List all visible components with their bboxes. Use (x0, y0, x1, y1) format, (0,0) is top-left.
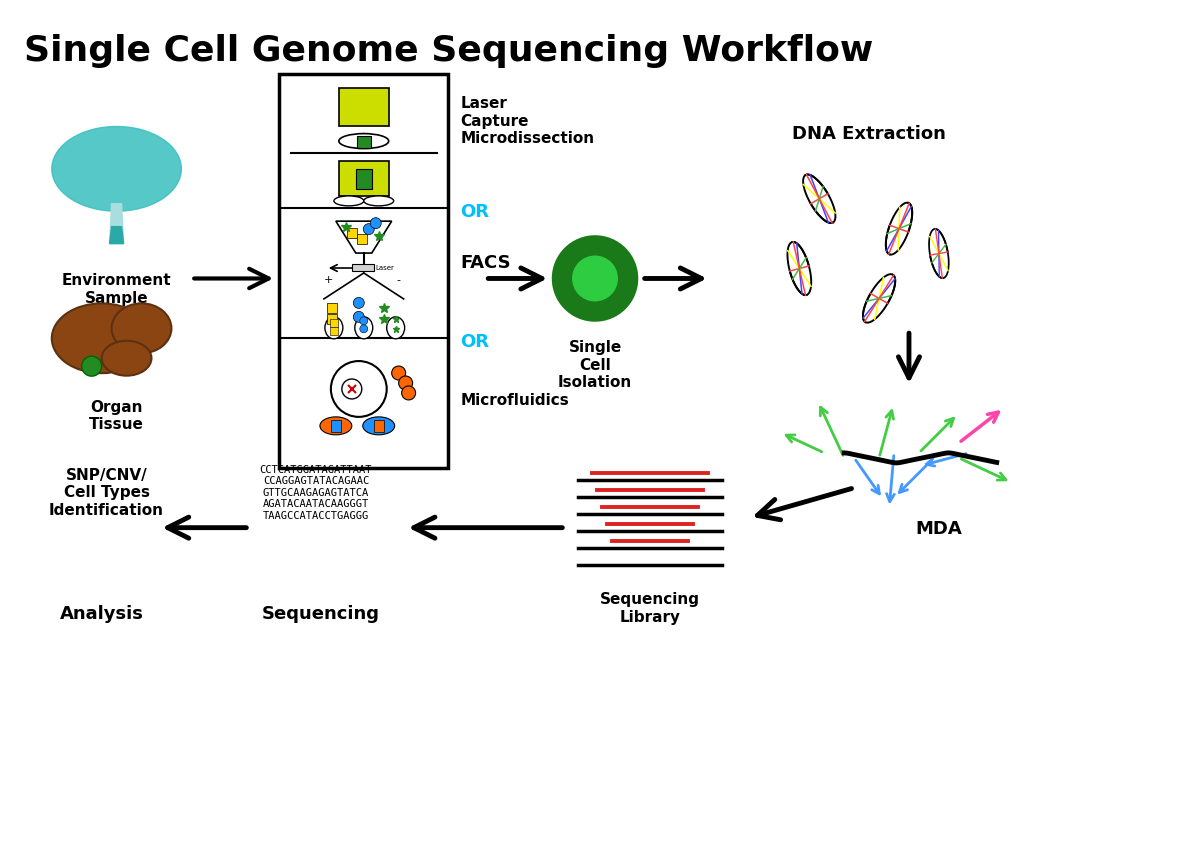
Polygon shape (109, 226, 124, 243)
Ellipse shape (52, 304, 151, 373)
Text: Analysis: Analysis (60, 605, 144, 623)
Bar (326, 303, 337, 313)
Text: Organ
Tissue: Organ Tissue (89, 400, 144, 432)
Polygon shape (336, 221, 391, 253)
Text: OR: OR (461, 203, 490, 221)
Bar (356, 169, 372, 189)
Ellipse shape (355, 317, 373, 339)
Text: +: + (324, 275, 334, 285)
Circle shape (82, 356, 102, 377)
Circle shape (402, 386, 415, 400)
Text: Microfluidics: Microfluidics (461, 393, 569, 409)
Circle shape (353, 298, 365, 309)
Text: DNA Extraction: DNA Extraction (792, 125, 946, 143)
Text: MDA: MDA (916, 520, 962, 538)
FancyBboxPatch shape (338, 88, 389, 126)
Circle shape (360, 325, 367, 332)
Ellipse shape (386, 317, 404, 339)
Circle shape (391, 366, 406, 380)
Text: FACS: FACS (461, 254, 511, 272)
Text: -: - (397, 275, 401, 285)
Bar (356, 136, 371, 148)
Ellipse shape (320, 417, 352, 435)
Text: Environment
Sample: Environment Sample (61, 274, 172, 306)
Text: Sequencing: Sequencing (262, 605, 380, 623)
Bar (347, 228, 356, 238)
Text: SNP/CNV/
Cell Types
Identification: SNP/CNV/ Cell Types Identification (49, 468, 164, 517)
Ellipse shape (338, 134, 389, 148)
Bar (330, 326, 338, 335)
Circle shape (398, 376, 413, 390)
Text: Single
Cell
Isolation: Single Cell Isolation (558, 340, 632, 390)
Text: Single Cell Genome Sequencing Workflow: Single Cell Genome Sequencing Workflow (24, 34, 874, 68)
Ellipse shape (325, 317, 343, 339)
Bar (326, 314, 337, 324)
Circle shape (364, 224, 374, 235)
Ellipse shape (102, 341, 151, 376)
Text: Laser: Laser (376, 265, 395, 271)
Ellipse shape (52, 126, 181, 211)
Circle shape (574, 257, 617, 300)
Circle shape (360, 317, 367, 325)
Circle shape (553, 237, 637, 321)
Text: Laser
Capture
Microdissection: Laser Capture Microdissection (461, 97, 594, 147)
Bar (373, 420, 384, 432)
Ellipse shape (112, 304, 172, 354)
Polygon shape (109, 204, 124, 243)
Text: OR: OR (461, 333, 490, 351)
Ellipse shape (362, 417, 395, 435)
Circle shape (353, 311, 365, 322)
Ellipse shape (334, 196, 364, 206)
FancyBboxPatch shape (338, 161, 389, 196)
Bar (330, 319, 338, 326)
Circle shape (371, 218, 382, 229)
Text: CCTCATGGATAGATTAAT
CCAGGAGTATACAGAAC
GTTGCAAGAGAGTATCA
AGATACAATACAAGGGT
TAAGCCA: CCTCATGGATAGATTAAT CCAGGAGTATACAGAAC GTT… (259, 465, 372, 521)
Ellipse shape (364, 196, 394, 206)
FancyBboxPatch shape (280, 74, 449, 468)
FancyBboxPatch shape (352, 264, 373, 271)
Text: Sequencing
Library: Sequencing Library (600, 593, 700, 625)
Bar (356, 234, 367, 244)
Bar (331, 420, 341, 432)
Circle shape (342, 379, 361, 399)
Circle shape (331, 361, 386, 417)
